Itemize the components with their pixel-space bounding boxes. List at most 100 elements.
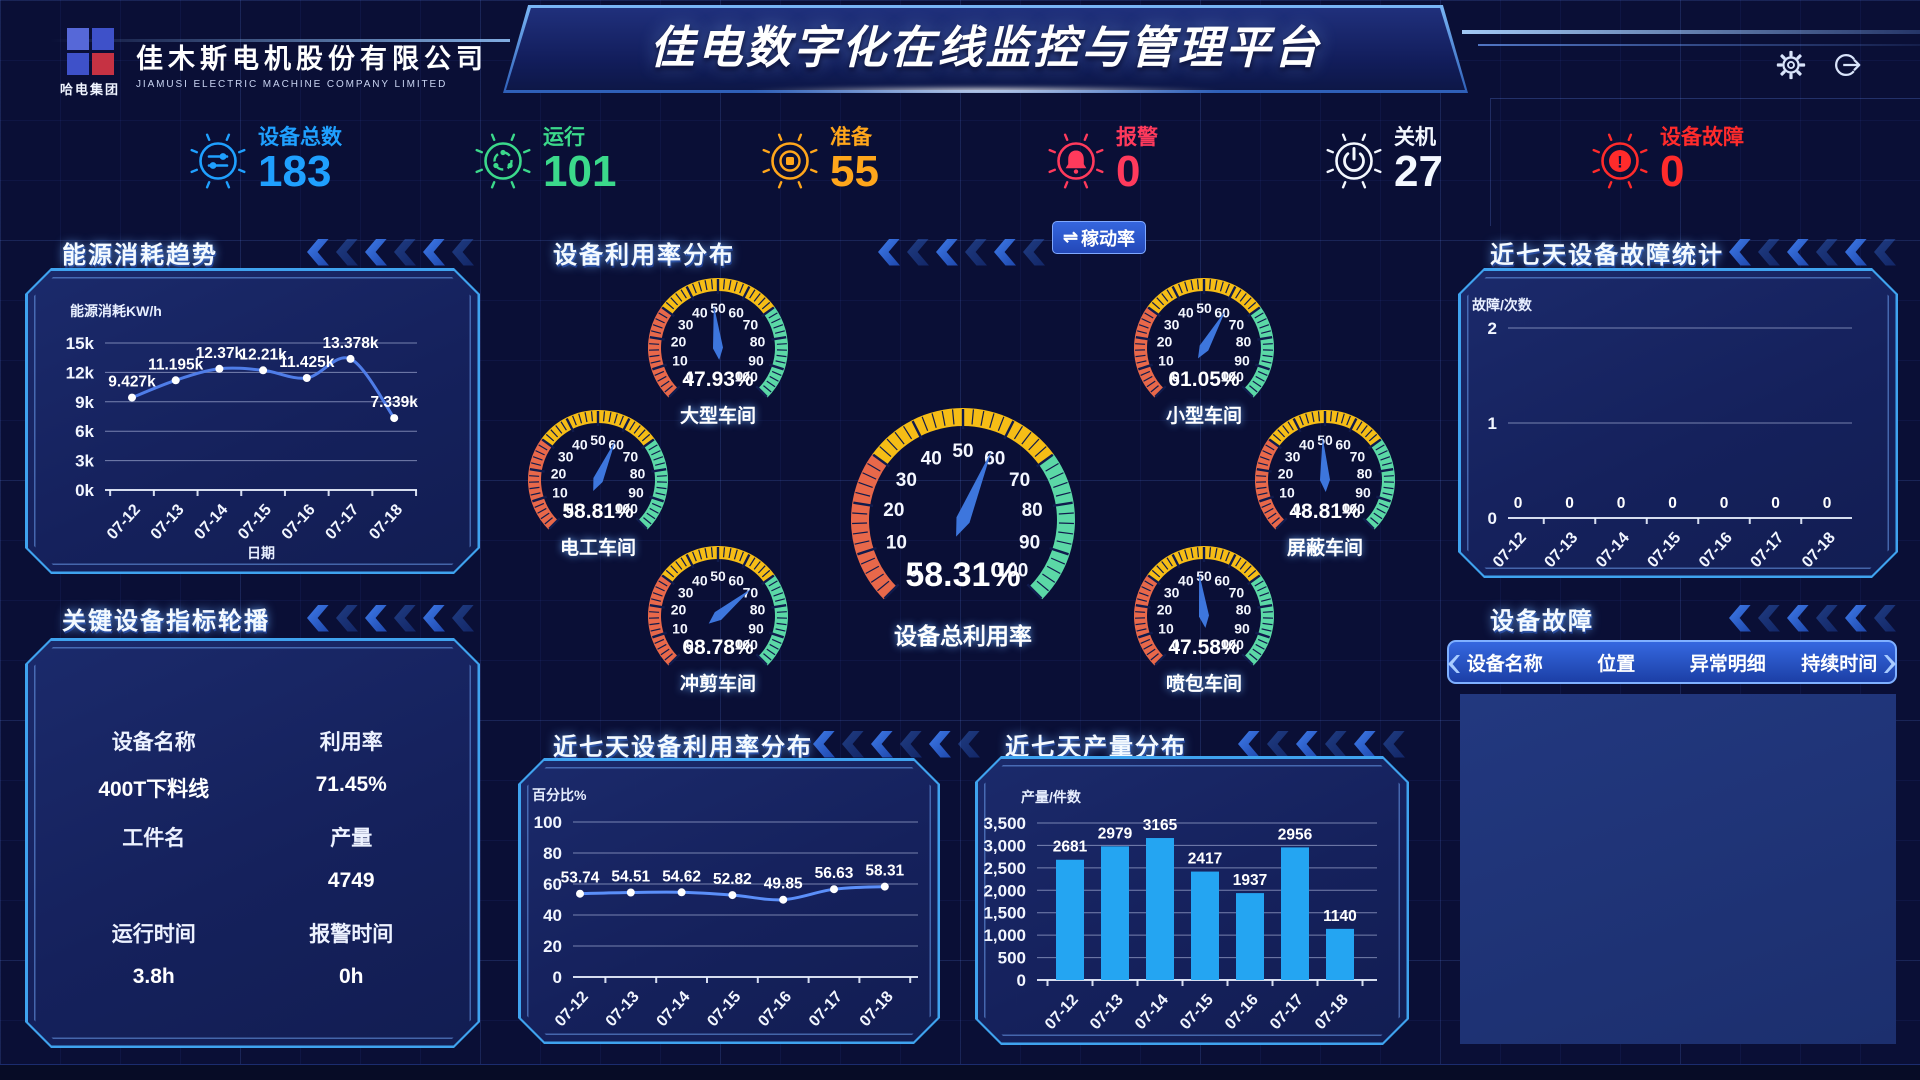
stat-ready: 准备 55 <box>762 126 879 195</box>
utilization-rate-toggle-button[interactable]: ⇌ 稼动率 <box>1052 221 1146 254</box>
svg-text:喷包车间: 喷包车间 <box>1166 672 1242 695</box>
column-duration: 持续时间 <box>1801 653 1878 675</box>
svg-text:20: 20 <box>551 466 567 482</box>
field-workpiece: 工件名 <box>122 827 186 850</box>
stat-value: 0 <box>1116 147 1141 197</box>
tune-icon <box>190 133 246 189</box>
svg-text:80: 80 <box>630 466 646 482</box>
svg-text:07-15: 07-15 <box>235 501 275 543</box>
svg-text:0: 0 <box>566 500 574 516</box>
svg-text:20: 20 <box>543 937 562 956</box>
svg-text:70: 70 <box>1229 316 1245 332</box>
svg-text:13.378k: 13.378k <box>322 335 378 352</box>
field-alarm-time: 报警时间 0h <box>309 923 394 988</box>
svg-text:2417: 2417 <box>1188 851 1222 868</box>
svg-text:3165: 3165 <box>1143 817 1178 834</box>
background-accent-lines <box>1490 98 1920 226</box>
stat-label: 准备 <box>830 126 872 149</box>
chevron-icon <box>336 604 358 632</box>
svg-text:1937: 1937 <box>1233 872 1267 889</box>
svg-text:47.93%: 47.93% <box>682 368 754 391</box>
svg-text:80: 80 <box>1236 602 1252 618</box>
svg-text:0: 0 <box>1617 495 1626 512</box>
svg-text:90: 90 <box>1355 484 1371 500</box>
chevron-decoration <box>307 238 474 266</box>
chevron-icon <box>813 730 835 758</box>
svg-text:屏蔽车间: 屏蔽车间 <box>1287 536 1363 559</box>
section-title-fault-table: 设备故障 <box>1490 607 1594 635</box>
svg-text:12k: 12k <box>66 363 95 382</box>
stat-label: 设备总数 <box>258 126 342 149</box>
svg-text:50: 50 <box>710 568 726 584</box>
svg-text:设备总利用率: 设备总利用率 <box>894 623 1032 649</box>
svg-text:7.339k: 7.339k <box>370 394 418 411</box>
svg-text:2979: 2979 <box>1098 825 1133 842</box>
svg-text:大型车间: 大型车间 <box>680 404 756 427</box>
util7-line-chart: 百分比% 0 20 40 60 80 100 07-12 07-13 07-14 07-15 07-1… <box>518 758 940 1049</box>
svg-text:60: 60 <box>1214 572 1230 588</box>
svg-text:100: 100 <box>735 368 759 384</box>
fault-table-header: 设备名称 位置 异常明细 持续时间 <box>1447 640 1897 684</box>
chevron-icon <box>1383 730 1405 758</box>
ready-icon <box>762 133 818 189</box>
svg-text:80: 80 <box>1022 500 1043 521</box>
svg-text:6k: 6k <box>75 422 94 441</box>
svg-text:90: 90 <box>1234 620 1250 636</box>
chevron-icon <box>452 238 474 266</box>
chevron-icon <box>1354 730 1376 758</box>
svg-text:电工车间: 电工车间 <box>560 536 636 559</box>
util7-panel <box>518 758 940 1044</box>
logout-icon[interactable] <box>1830 48 1864 82</box>
stat-shutdown: 关机 27 <box>1326 126 1443 195</box>
svg-text:80: 80 <box>1236 334 1252 350</box>
stat-label: 设备故障 <box>1660 126 1744 149</box>
svg-text:0: 0 <box>1771 495 1780 512</box>
svg-text:90: 90 <box>1019 533 1040 554</box>
gear-icon[interactable] <box>1774 48 1808 82</box>
svg-text:07-18: 07-18 <box>366 501 406 543</box>
fault-stats-chart: 故障/次数 0 1 2 07-12 07-13 07-14 07-15 07-16 07-17 07… <box>1458 268 1898 583</box>
svg-text:07-14: 07-14 <box>1593 529 1633 571</box>
chevron-decoration <box>307 604 474 632</box>
svg-text:80: 80 <box>750 602 766 618</box>
svg-text:49.85: 49.85 <box>764 876 803 893</box>
logo-icon <box>66 28 114 75</box>
svg-text:1,000: 1,000 <box>983 926 1026 945</box>
svg-text:产量/件数: 产量/件数 <box>1021 789 1082 805</box>
svg-text:07-15: 07-15 <box>1177 991 1217 1033</box>
chevron-decoration <box>813 730 980 758</box>
svg-text:40: 40 <box>692 304 708 320</box>
svg-text:12.21k: 12.21k <box>239 346 287 363</box>
svg-text:90: 90 <box>628 484 644 500</box>
svg-text:0k: 0k <box>75 481 94 500</box>
svg-text:10: 10 <box>1158 352 1174 368</box>
svg-text:07-14: 07-14 <box>654 988 694 1030</box>
svg-text:故障/次数: 故障/次数 <box>1472 297 1533 313</box>
svg-text:2956: 2956 <box>1278 826 1313 843</box>
chevron-icon <box>878 238 900 266</box>
svg-text:10: 10 <box>1158 620 1174 636</box>
stat-value: 183 <box>258 147 332 197</box>
power-icon <box>1326 133 1382 189</box>
bell-icon <box>1048 133 1104 189</box>
svg-text:百分比%: 百分比% <box>532 787 587 803</box>
chevron-icon <box>1787 238 1809 266</box>
chevron-icon <box>423 604 445 632</box>
stat-value: 55 <box>830 147 879 197</box>
svg-text:07-13: 07-13 <box>1541 529 1581 571</box>
production-bar-chart: 产量/件数 0 500 1,000 1,500 2,000 2,500 3,000 3,500 0… <box>975 756 1409 1050</box>
svg-text:50: 50 <box>1196 300 1212 316</box>
svg-text:100: 100 <box>1342 500 1366 516</box>
svg-text:11.425k: 11.425k <box>279 354 335 371</box>
svg-text:0: 0 <box>1668 495 1677 512</box>
field-run-time: 运行时间 3.8h <box>111 923 196 988</box>
chevron-icon <box>394 604 416 632</box>
stat-fault: ! 设备故障 0 <box>1592 126 1744 195</box>
chevron-icon <box>842 730 864 758</box>
field-utilization: 利用率 71.45% <box>315 731 387 796</box>
svg-text:80: 80 <box>1357 466 1373 482</box>
svg-text:30: 30 <box>558 448 574 464</box>
